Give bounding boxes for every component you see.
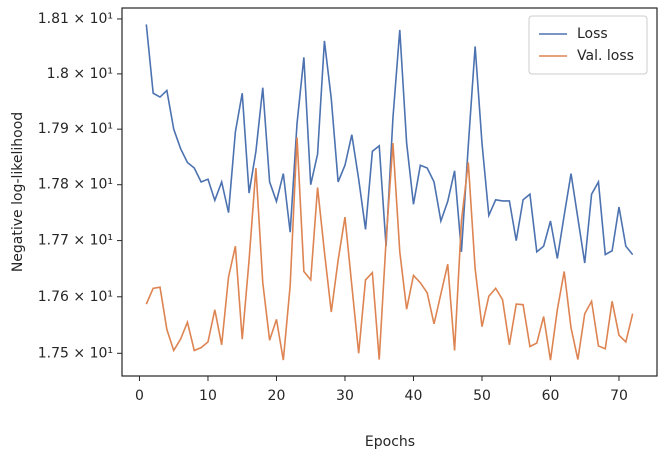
y-axis-label: Negative log-likelihood (10, 112, 26, 272)
x-tick-label: 20 (268, 388, 286, 404)
legend-label: Val. loss (577, 48, 634, 64)
x-tick-label: 0 (135, 388, 144, 404)
x-tick-label: 10 (199, 388, 217, 404)
x-tick-label: 30 (336, 388, 354, 404)
legend: Loss Val. loss (528, 15, 648, 75)
y-tick-label: 1.81 × 10¹ (38, 11, 113, 27)
legend-box (528, 15, 648, 75)
plot-frame (121, 7, 658, 377)
y-tick-label: 1.78 × 10¹ (38, 177, 113, 193)
x-tick-label: 50 (473, 388, 491, 404)
y-tick-label: 1.77 × 10¹ (38, 233, 113, 249)
x-tick-label: 70 (610, 388, 628, 404)
x-axis-label: Epochs (365, 434, 415, 450)
y-tick-label: 1.79 × 10¹ (38, 121, 113, 137)
x-tick-label: 60 (542, 388, 560, 404)
legend-label: Loss (577, 26, 608, 42)
y-tick-label: 1.75 × 10¹ (38, 345, 113, 361)
x-tick-label: 40 (405, 388, 423, 404)
line (145, 137, 634, 361)
y-tick-label: 1.8 × 10¹ (47, 66, 113, 82)
y-tick-label: 1.76 × 10¹ (38, 289, 113, 305)
